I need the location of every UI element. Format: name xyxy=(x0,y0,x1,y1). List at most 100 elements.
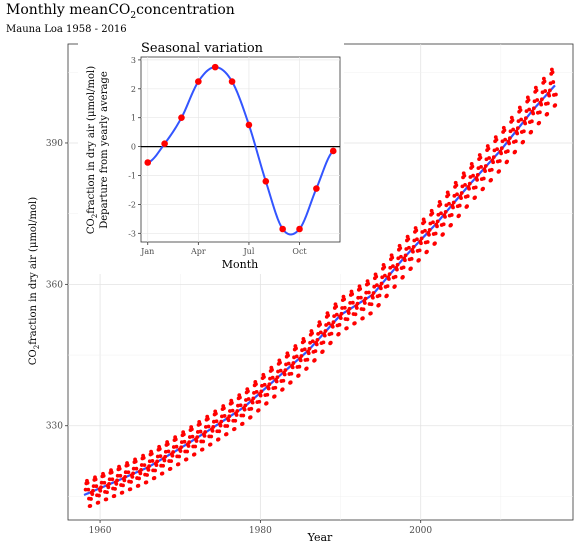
data-point xyxy=(185,449,190,454)
data-point xyxy=(232,426,237,431)
inset-y-tick-label: -2 xyxy=(128,200,136,209)
data-point xyxy=(407,245,411,250)
data-point xyxy=(281,378,286,383)
data-point xyxy=(378,286,383,291)
data-point xyxy=(166,449,171,454)
data-point xyxy=(350,292,355,296)
data-point xyxy=(146,467,151,472)
data-point xyxy=(118,473,123,478)
data-point xyxy=(194,439,199,443)
data-point xyxy=(275,375,280,380)
data-point xyxy=(425,249,429,254)
data-point xyxy=(425,240,430,244)
data-point xyxy=(531,111,536,116)
data-point xyxy=(288,380,293,385)
data-point xyxy=(342,305,347,310)
data-point xyxy=(274,379,279,384)
main-points xyxy=(83,67,558,509)
data-point xyxy=(235,409,240,413)
data-point xyxy=(219,419,224,424)
inset-y-axis-label-line2: Departure from yearly average xyxy=(99,71,110,229)
data-point xyxy=(107,477,112,482)
data-point xyxy=(545,101,550,106)
data-point xyxy=(99,480,104,485)
data-point xyxy=(355,301,360,306)
x-tick-label: 1960 xyxy=(89,526,112,536)
data-point xyxy=(318,330,323,335)
data-point xyxy=(505,159,510,164)
data-point xyxy=(417,258,421,262)
inset-y-tick-label: 2 xyxy=(131,85,136,94)
data-point xyxy=(145,473,149,477)
data-point xyxy=(304,366,309,371)
data-point xyxy=(510,118,515,123)
data-point xyxy=(246,397,251,401)
inset-x-tick-label: Apr xyxy=(190,247,206,256)
data-point xyxy=(133,459,138,464)
chart-subtitle: Mauna Loa 1958 - 2016 xyxy=(6,24,127,35)
data-point xyxy=(387,277,391,281)
data-point xyxy=(473,185,478,190)
data-point xyxy=(473,195,477,200)
data-point xyxy=(467,181,472,186)
x-tick-label: 2000 xyxy=(409,526,432,536)
data-point xyxy=(197,422,202,426)
data-point xyxy=(322,333,327,338)
data-point xyxy=(387,272,392,277)
data-point xyxy=(363,296,368,301)
data-point xyxy=(117,466,122,471)
inset-x-tick-label: Jan xyxy=(140,247,154,256)
data-point xyxy=(171,450,176,454)
data-point xyxy=(553,103,558,108)
data-point xyxy=(264,401,269,406)
data-point xyxy=(465,204,469,209)
data-point xyxy=(89,497,93,501)
data-point xyxy=(511,127,516,132)
data-point xyxy=(280,387,285,392)
data-point xyxy=(457,213,461,218)
data-point xyxy=(310,339,315,344)
data-point xyxy=(435,219,440,224)
data-point xyxy=(368,311,373,316)
data-point xyxy=(545,112,550,116)
data-point xyxy=(422,219,427,224)
data-point xyxy=(370,295,375,300)
data-point xyxy=(126,470,131,475)
seasonal-point xyxy=(195,78,202,85)
data-point xyxy=(465,194,470,199)
data-point xyxy=(321,340,326,345)
main-x-axis-label: Year xyxy=(307,531,333,543)
data-point xyxy=(206,424,211,429)
data-point xyxy=(433,231,438,236)
data-point xyxy=(443,210,448,214)
data-point xyxy=(535,98,540,102)
data-point xyxy=(393,284,397,289)
data-point xyxy=(491,160,496,165)
data-point xyxy=(336,331,341,336)
data-point xyxy=(291,361,296,365)
data-point xyxy=(214,419,219,424)
data-point xyxy=(431,220,435,225)
data-point xyxy=(527,107,532,112)
data-point xyxy=(395,262,400,267)
data-point xyxy=(519,117,524,122)
data-point xyxy=(475,172,480,177)
inset-points xyxy=(144,63,337,233)
data-point xyxy=(241,413,246,418)
data-point xyxy=(441,232,445,237)
chart-title: Monthly meanCO2concentration xyxy=(6,2,235,21)
data-point xyxy=(446,192,451,197)
data-point xyxy=(101,473,106,478)
data-point xyxy=(489,167,494,172)
data-point xyxy=(254,382,258,387)
data-point xyxy=(312,358,317,362)
y-tick-label: 330 xyxy=(46,422,63,432)
data-point xyxy=(543,89,548,93)
data-point xyxy=(451,205,455,210)
data-point xyxy=(105,490,109,495)
data-point xyxy=(136,483,141,488)
data-point xyxy=(438,202,443,207)
data-point xyxy=(358,287,363,291)
data-point xyxy=(329,331,334,336)
